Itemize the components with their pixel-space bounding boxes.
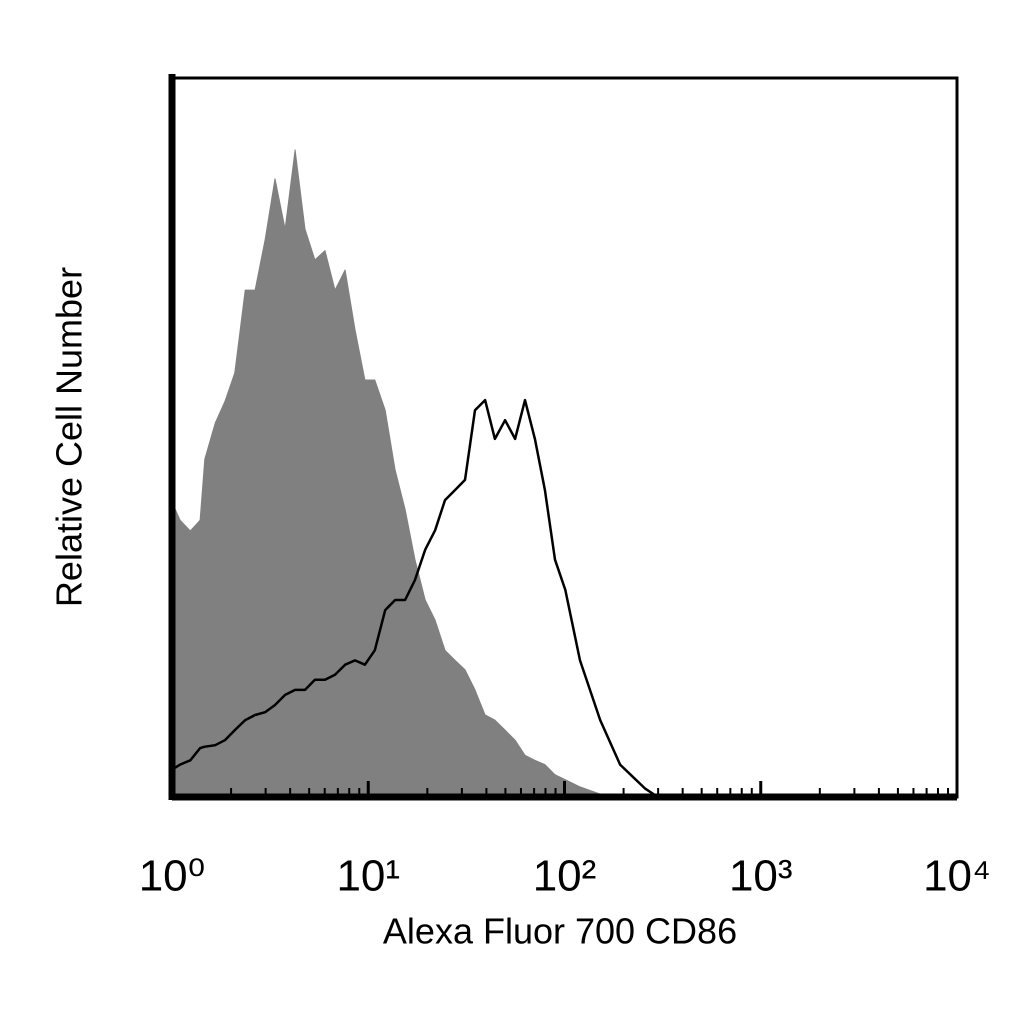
x-tick-label: 10⁰ xyxy=(139,852,206,901)
x-axis-label: Alexa Fluor 700 CD86 xyxy=(383,911,737,952)
y-axis-label: Relative Cell Number xyxy=(49,267,90,607)
x-tick-label: 10¹ xyxy=(336,852,400,901)
x-tick-label: 10³ xyxy=(729,852,793,901)
area xyxy=(171,149,659,798)
x-tick-label: 10⁴ xyxy=(923,852,991,901)
line xyxy=(171,398,659,799)
x-tick-label: 10² xyxy=(533,852,597,901)
